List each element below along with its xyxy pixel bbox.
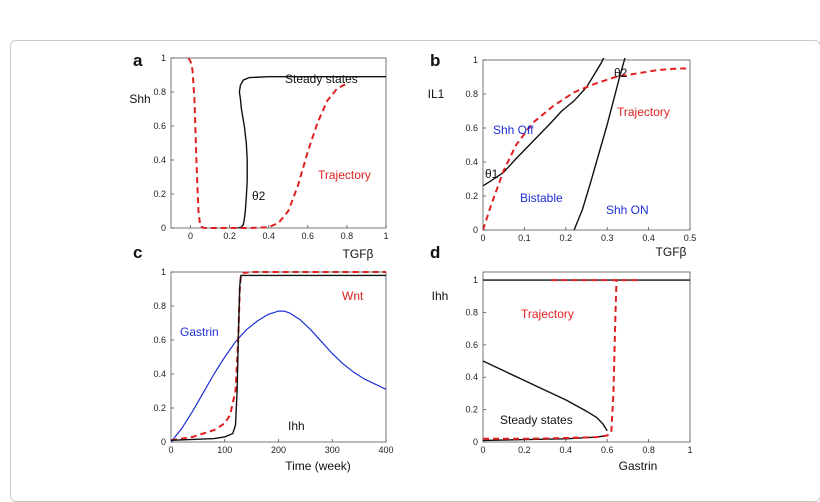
y-tick-label: 0.6 xyxy=(153,335,166,345)
series-line xyxy=(171,310,386,443)
x-tick-label: 100 xyxy=(217,445,232,455)
x-tick-label: 1 xyxy=(383,231,388,241)
x-tick-label: 0.4 xyxy=(560,445,573,455)
x-tick-label: 0.8 xyxy=(642,445,655,455)
x-axis-label: Gastrin xyxy=(619,459,658,473)
series-line xyxy=(573,58,626,231)
series-group-c xyxy=(171,271,386,443)
series-line xyxy=(483,360,608,432)
chart-annotation: Wnt xyxy=(342,289,364,303)
chart-annotation: Shh ON xyxy=(606,203,649,217)
y-tick-label: 0.4 xyxy=(465,372,478,382)
series-group-d xyxy=(483,279,690,442)
x-tick-label: 300 xyxy=(325,445,340,455)
figure-svg: 0 0.2 0.4 0.6 0.8 1 0 0.2 0.4 0.6 0.8 1 a TGFβ Shh Stea… xyxy=(129,51,697,473)
y-tick-label: 0.4 xyxy=(153,155,166,165)
y-tick-label: 0.2 xyxy=(465,405,478,415)
panel-label: c xyxy=(133,243,142,262)
panel-label: d xyxy=(430,243,440,262)
y-tick-label: 0 xyxy=(473,437,478,447)
x-tick-label: 0.3 xyxy=(601,233,614,243)
y-tick-label: 1 xyxy=(161,53,166,63)
x-tick-label: 0.4 xyxy=(642,233,655,243)
x-tick-label: 0 xyxy=(480,445,485,455)
series-line xyxy=(483,67,690,231)
series-line xyxy=(483,58,605,187)
y-tick-label: 0 xyxy=(473,225,478,235)
y-tick-label: 1 xyxy=(473,275,478,285)
x-tick-label: 0.1 xyxy=(518,233,531,243)
chart-annotation: θ2 xyxy=(614,66,628,80)
chart-annotation: θ1 xyxy=(485,167,499,181)
panel-c: 0 100 200 300 400 0 0.2 0.4 0.6 0.8 1 c Time (week) W… xyxy=(133,243,394,473)
x-axis-label: TGFβ xyxy=(343,247,374,261)
y-tick-label: 0.6 xyxy=(153,121,166,131)
panel-b: 0 0.1 0.2 0.3 0.4 0.5 0 0.2 0.4 0.6 0.8 1 b TGFβ IL1 Sh… xyxy=(428,51,697,259)
y-tick-label: 0.2 xyxy=(465,191,478,201)
series-line xyxy=(171,271,386,442)
x-tick-label: 0 xyxy=(480,233,485,243)
chart-annotation: Steady states xyxy=(500,413,573,427)
y-tick-label: 0.6 xyxy=(465,123,478,133)
panel-a: 0 0.2 0.4 0.6 0.8 1 0 0.2 0.4 0.6 0.8 1 a TGFβ Shh Stea… xyxy=(129,51,388,261)
panel-label: b xyxy=(430,51,440,70)
y-tick-label: 0.8 xyxy=(153,87,166,97)
y-tick-label: 0.4 xyxy=(465,157,478,167)
y-tick-label: 0.8 xyxy=(465,307,478,317)
x-axis-label: Time (week) xyxy=(285,459,351,473)
y-tick-label: 0.2 xyxy=(153,189,166,199)
plot-frame-d xyxy=(482,271,691,443)
panel-d: 0 0.2 0.4 0.6 0.8 1 0 0.2 0.4 0.6 0.8 1 d Gastrin Ihh T… xyxy=(430,243,693,473)
x-tick-label: 0.2 xyxy=(560,233,573,243)
x-tick-label: 0.2 xyxy=(223,231,236,241)
chart-annotation: Ihh xyxy=(288,419,305,433)
series-group-a xyxy=(187,57,386,229)
x-tick-label: 0 xyxy=(168,445,173,455)
y-tick-label: 1 xyxy=(473,55,478,65)
chart-annotation: Shh Off xyxy=(493,123,534,137)
y-tick-label: 0.8 xyxy=(153,301,166,311)
x-tick-label: 0.6 xyxy=(302,231,315,241)
x-axis-label: TGFβ xyxy=(656,245,687,259)
series-line xyxy=(187,57,348,229)
series-line xyxy=(237,76,386,229)
y-tick-label: 0 xyxy=(161,437,166,447)
y-tick-label: 0 xyxy=(161,223,166,233)
plot-frame-b xyxy=(482,59,691,231)
y-axis-label: Ihh xyxy=(432,289,449,303)
chart-annotation: θ2 xyxy=(252,189,266,203)
x-tick-label: 1 xyxy=(687,445,692,455)
y-axis-label: Shh xyxy=(129,92,150,106)
chart-annotation: Gastrin xyxy=(180,325,219,339)
x-tick-label: 0.8 xyxy=(341,231,354,241)
chart-annotation: Bistable xyxy=(520,191,563,205)
chart-annotation: Steady states xyxy=(285,72,358,86)
chart-annotation: Trajectory xyxy=(617,105,670,119)
x-tick-label: 0.2 xyxy=(518,445,531,455)
series-group-b xyxy=(483,58,690,231)
plot-frame-c xyxy=(170,271,387,443)
x-tick-label: 0 xyxy=(188,231,193,241)
x-tick-label: 0.6 xyxy=(601,445,614,455)
y-tick-label: 1 xyxy=(161,267,166,277)
x-tick-label: 200 xyxy=(271,445,286,455)
panel-label: a xyxy=(133,51,143,70)
y-tick-label: 0.4 xyxy=(153,369,166,379)
x-tick-label: 400 xyxy=(378,445,393,455)
x-tick-label: 0.4 xyxy=(262,231,275,241)
series-line xyxy=(483,279,618,440)
y-tick-label: 0.2 xyxy=(153,403,166,413)
y-axis-label: IL1 xyxy=(428,87,445,101)
chart-annotation: Trajectory xyxy=(318,168,371,182)
chart-annotation: Trajectory xyxy=(521,307,574,321)
x-tick-label: 0.5 xyxy=(684,233,697,243)
y-tick-label: 0.8 xyxy=(465,89,478,99)
plot-frame-a xyxy=(170,57,387,229)
series-line xyxy=(171,274,386,441)
y-tick-label: 0.6 xyxy=(465,340,478,350)
